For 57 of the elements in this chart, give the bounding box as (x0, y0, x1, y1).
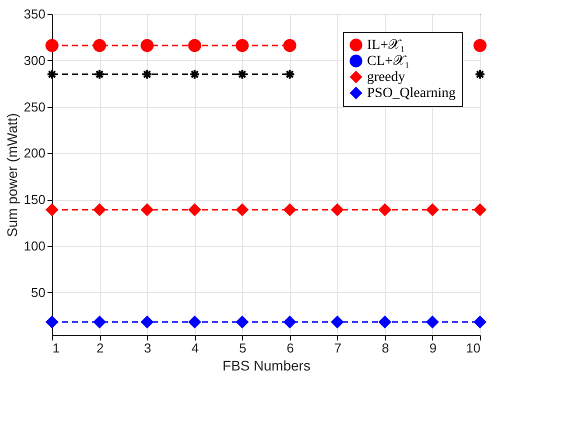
legend-label: CL+𝒳₁ (367, 54, 410, 69)
point (330, 315, 344, 329)
legend-label: IL+𝒳₁ (367, 38, 405, 53)
point (283, 315, 296, 329)
point (473, 203, 487, 216)
x-tick-label: 5 (239, 340, 246, 356)
point (283, 39, 296, 52)
y-axis-title: Sum power (mWatt) (4, 113, 20, 237)
point (140, 39, 154, 52)
point (236, 203, 249, 216)
point (46, 68, 58, 80)
x-tick-label: 4 (192, 340, 199, 356)
point (140, 315, 154, 329)
legend-label: greedy (367, 70, 406, 85)
point (140, 203, 154, 216)
point (93, 315, 106, 329)
point (188, 203, 202, 216)
x-tick-label: 2 (96, 340, 104, 356)
point (188, 315, 202, 329)
y-tick-label: 50 (31, 284, 46, 300)
point (93, 39, 106, 52)
x-tick-label: 9 (429, 340, 437, 356)
point (94, 68, 106, 80)
y-tick-label: 350 (24, 6, 46, 22)
point (45, 203, 59, 216)
x-axis-title: FBS Numbers (222, 358, 310, 374)
point (426, 203, 439, 216)
y-tick-label: 150 (24, 192, 46, 208)
y-tick-label: 300 (24, 52, 46, 68)
point (426, 315, 439, 329)
x-tick-label: 6 (286, 340, 294, 356)
x-tick-label: 1 (52, 340, 60, 356)
point (45, 39, 59, 52)
point (473, 315, 487, 329)
y-tick-label: 100 (24, 238, 46, 254)
x-tick-label: 3 (144, 340, 152, 356)
legend-label: PSO_Qlearning (367, 86, 456, 101)
point (236, 39, 249, 52)
point (330, 203, 344, 216)
point (93, 203, 106, 216)
y-tick-label: 200 (24, 146, 46, 161)
point (284, 68, 296, 80)
y-tick-label: 250 (24, 99, 46, 114)
x-tick-label: 10 (466, 340, 480, 356)
point (236, 315, 249, 329)
point (474, 68, 486, 80)
point (188, 39, 202, 52)
point (45, 315, 59, 329)
point (283, 203, 296, 216)
point (142, 68, 153, 80)
x-tick-label: 7 (334, 340, 342, 356)
x-tick-label: 8 (382, 340, 390, 356)
point (189, 68, 200, 80)
point (236, 68, 248, 80)
point (378, 315, 392, 329)
point (473, 39, 487, 52)
point (378, 203, 392, 216)
